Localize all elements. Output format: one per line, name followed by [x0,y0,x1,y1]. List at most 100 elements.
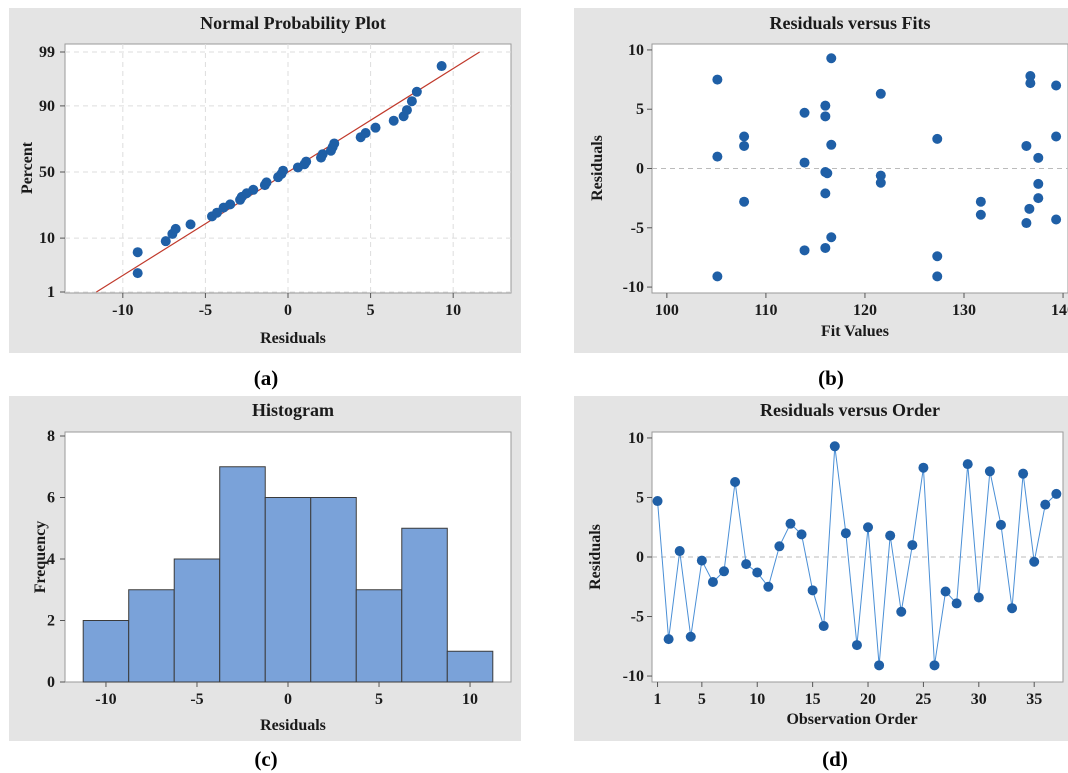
x-tick-label: 5 [367,302,375,319]
y-axis-label: Residuals [587,524,604,590]
data-point [1029,556,1040,567]
y-tick-label: -5 [631,609,644,626]
x-tick-label: 10 [445,302,461,319]
data-point [820,242,831,253]
data-point [820,100,831,111]
x-tick-label: 0 [284,302,292,319]
data-point [796,529,807,540]
data-point [739,196,750,207]
data-point [932,251,943,262]
x-tick-label: 120 [853,302,877,319]
residuals-vs-fits-panel: Residuals versus Fits Fit Values Residuals… [574,8,1068,390]
x-tick-label: 15 [805,691,821,708]
data-point [739,131,750,142]
histogram-bar [446,650,494,683]
histogram-bar [82,620,130,683]
x-tick-label: 1 [654,691,662,708]
y-tick-label: 10 [39,230,55,247]
x-tick-label: 20 [860,691,876,708]
data-point [388,115,399,126]
data-point [896,606,907,617]
data-point [840,528,851,539]
panel-caption: (a) [254,366,279,390]
data-point [730,477,741,487]
data-point [785,518,796,529]
data-point [874,660,885,671]
data-point [1051,214,1062,225]
data-point [1051,80,1062,91]
y-axis-label: Frequency [32,521,49,594]
y-tick-label: -5 [631,220,644,237]
data-point [799,157,810,168]
y-tick-label: 5 [636,489,644,506]
y-tick-label: 10 [628,42,644,59]
data-point [719,566,730,577]
y-tick-label: 50 [39,164,55,181]
y-tick-label: 2 [47,613,55,630]
data-point [973,592,984,603]
y-tick-label: -10 [623,668,644,685]
x-tick-label: 0 [284,691,292,708]
data-point [774,541,785,552]
data-point [863,522,874,533]
data-point [929,660,940,671]
data-point [875,88,886,99]
data-point [752,567,763,578]
data-point [932,271,943,282]
data-point [1033,152,1044,163]
data-point [132,247,143,258]
data-point [975,196,986,207]
data-point [685,631,696,642]
data-point [1018,468,1029,479]
data-point [807,585,818,596]
data-point [820,188,831,199]
panel-caption: (b) [818,366,844,390]
data-point [1033,193,1044,204]
data-point [875,177,886,188]
y-tick-label: 0 [47,674,55,691]
panel-caption: (c) [254,747,277,771]
data-point [707,577,718,587]
data-point [918,462,929,473]
panel-caption: (d) [822,747,848,771]
data-point [1021,218,1032,229]
data-point [932,133,943,144]
data-point [962,459,973,470]
data-point [712,74,723,85]
data-point [132,268,143,279]
x-tick-label: 140 [1051,302,1068,319]
data-point [741,559,752,570]
x-tick-label: -5 [199,302,212,319]
histogram-bar [401,527,448,683]
x-tick-label: 130 [952,302,976,319]
y-tick-label: 0 [636,549,644,566]
data-point [712,271,723,282]
data-point [1007,603,1018,614]
data-point [329,138,340,149]
data-point [185,219,196,230]
gridlines [65,44,511,293]
chart-title: Normal Probability Plot [200,13,386,33]
data-point [411,86,422,97]
y-axis-label: Residuals [589,135,606,201]
data-point [829,441,840,452]
data-point [875,170,886,181]
chart-title: Histogram [252,400,334,420]
y-axis-label: Percent [19,141,36,194]
data-point [1051,488,1062,499]
data-point [799,107,810,118]
data-point [436,61,447,72]
x-tick-label: 5 [375,691,383,708]
data-point [826,232,837,243]
data-point [663,634,674,645]
data-point [317,149,328,160]
data-point [248,184,259,195]
x-tick-label: 10 [749,691,765,708]
data-point [261,177,272,188]
chart-title: Residuals versus Fits [769,13,930,33]
data-point [739,140,750,151]
x-tick-label: 25 [915,691,931,708]
data-point [1033,178,1044,189]
data-point [1040,499,1051,510]
data-point [940,586,951,597]
